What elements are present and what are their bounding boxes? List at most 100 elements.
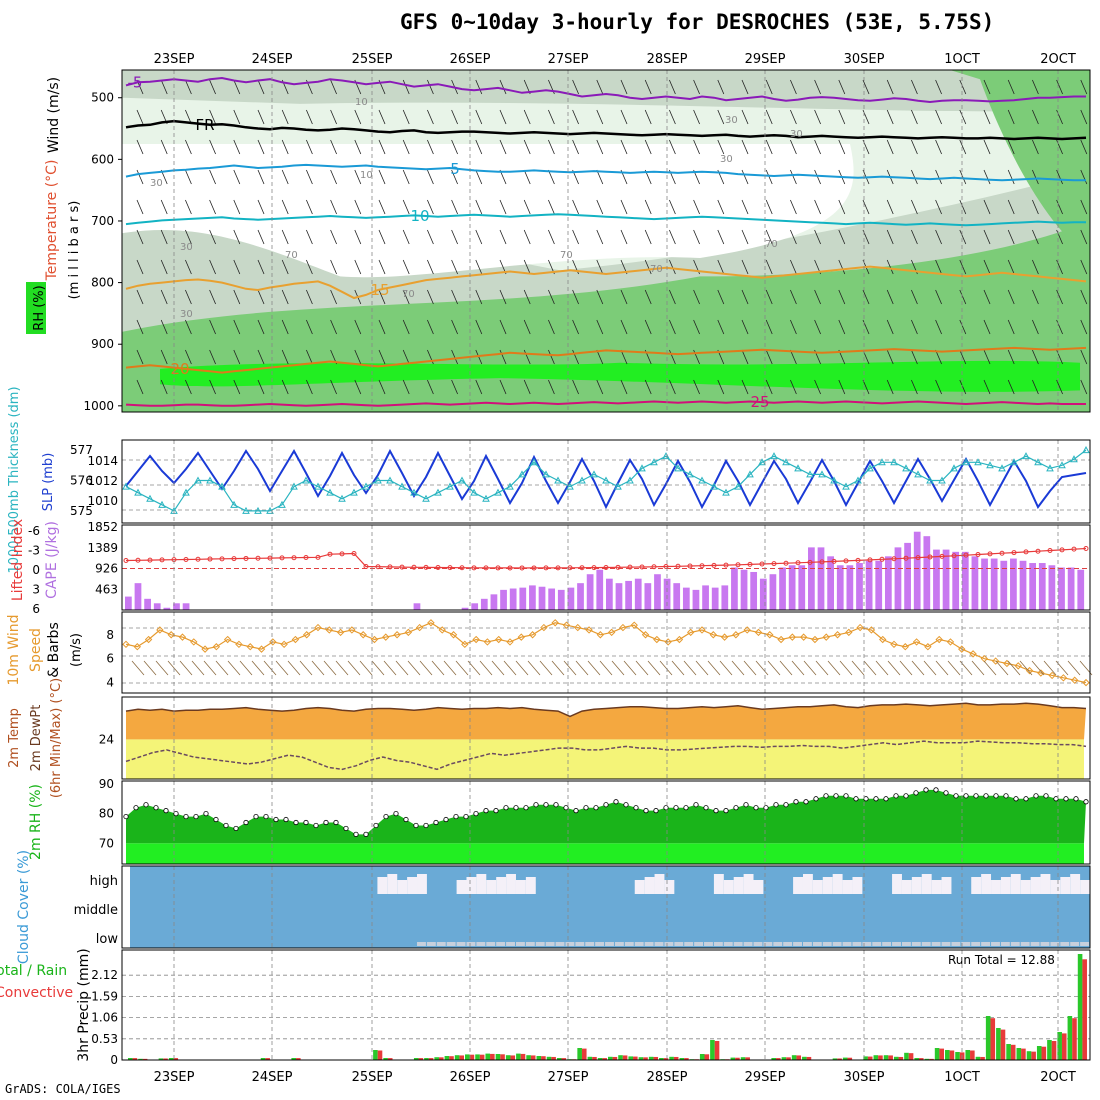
wind-speed-marker [1082, 678, 1090, 687]
low-cloud-gap [812, 942, 822, 946]
precip-total-bar [699, 1054, 705, 1060]
precip-convective-bar [561, 1058, 567, 1060]
wind-barb [306, 169, 313, 185]
thickness-marker [626, 476, 634, 484]
low-cloud-gap [426, 942, 436, 946]
wind-speed-marker [867, 626, 876, 634]
cape-bar [548, 588, 556, 610]
wind-speed-marker [878, 635, 887, 644]
precip-convective-bar [551, 1056, 556, 1060]
wind-barb [539, 660, 553, 676]
rh2m-marker [643, 808, 649, 814]
rh2m-marker [193, 813, 199, 820]
high-cloud-gap [1020, 880, 1031, 894]
precip-total-bar [424, 1058, 429, 1060]
dewpoint-line [125, 740, 1087, 771]
wind-barb [160, 349, 168, 365]
wind-barb [475, 259, 483, 275]
wind-barb [378, 199, 386, 215]
wind-barb [378, 259, 386, 275]
high-cloud-gap [377, 877, 388, 894]
precip-total-bar [597, 1058, 603, 1060]
wind-axis-label: Wind (m/s) [46, 77, 62, 153]
wind-barb [354, 319, 362, 335]
li-marker [783, 560, 789, 566]
li-marker [135, 557, 141, 563]
y-tick-label: 1000 [83, 399, 114, 413]
rh2m-marker [773, 802, 779, 808]
wind-barb [335, 660, 349, 676]
thickness-marker [734, 482, 742, 490]
wind-barb [851, 660, 865, 676]
wind-barb [330, 199, 337, 215]
li-marker [231, 556, 237, 562]
wind-speed-marker [958, 645, 966, 653]
high-cloud-gap [654, 874, 665, 894]
li-marker [387, 564, 393, 570]
wind-barb [185, 289, 192, 305]
cape-bar [836, 565, 844, 610]
wind-speed-marker [246, 643, 254, 651]
wind-speed-marker [302, 631, 311, 639]
high-cloud-gap [1050, 880, 1061, 894]
rh2m-marker [313, 822, 319, 829]
precip-total-bar [128, 1058, 133, 1060]
low-cloud-gap [476, 942, 486, 946]
precip-convective-bar [898, 1056, 904, 1060]
high-cloud-gap [1080, 880, 1090, 894]
thickness-marker [350, 488, 358, 496]
precip-total-bar [1006, 1044, 1011, 1060]
wind-barb [1032, 109, 1039, 125]
wind-barb [935, 319, 942, 335]
cloud-level-label: low [96, 932, 119, 947]
precip-convective-bar [908, 1053, 914, 1060]
rh2m-marker [783, 802, 789, 808]
thickness-marker [1058, 461, 1066, 469]
wind-barb [572, 229, 579, 245]
dewpoint-area [126, 739, 1084, 779]
thickness-marker [590, 470, 598, 478]
thickness-marker [386, 476, 394, 484]
li-marker [843, 558, 849, 564]
wind-barb [306, 379, 313, 395]
wind-barb [185, 199, 192, 215]
wind-barb [596, 109, 604, 125]
wind-barb [765, 199, 773, 215]
li-marker [147, 557, 153, 563]
low-cloud-gap [852, 942, 862, 946]
thickness-marker [434, 488, 442, 496]
rh2m-marker [983, 793, 989, 799]
thickness-marker [662, 452, 670, 460]
li-marker [507, 565, 513, 571]
low-cloud-gap [585, 942, 595, 946]
wind-barb [354, 109, 362, 125]
thickness-marker [1046, 464, 1054, 472]
wind-unit-label: (m/s) [69, 633, 84, 667]
cape-bar [519, 587, 527, 610]
wind-speed-marker [1048, 671, 1056, 680]
wind-barb [378, 319, 386, 335]
wind-barb [669, 319, 676, 335]
rh2m-marker [993, 793, 999, 799]
isotherm-neg5 [125, 76, 1086, 104]
rh-contour-label: 30 [180, 242, 193, 253]
wind-barb [575, 660, 589, 676]
rh2m-marker [423, 822, 429, 829]
wind-barb [886, 109, 894, 125]
rh2m-marker [523, 805, 529, 811]
wind-barb [862, 289, 870, 305]
wind-speed-marker [754, 628, 763, 637]
wind-barb [203, 660, 217, 676]
rh2m-marker [733, 805, 739, 811]
wind-speed-marker [799, 633, 808, 641]
wind-barb [257, 169, 265, 185]
precip-total-bar [413, 1058, 419, 1060]
wind-barb [251, 660, 265, 676]
wind-barb [354, 169, 362, 185]
wind-speed-marker [359, 631, 367, 639]
li-marker [423, 564, 429, 570]
cape-bar [1038, 563, 1046, 610]
wind-barb [1080, 289, 1088, 305]
wind-barb [1080, 319, 1088, 335]
wind-speed-marker [743, 626, 751, 634]
